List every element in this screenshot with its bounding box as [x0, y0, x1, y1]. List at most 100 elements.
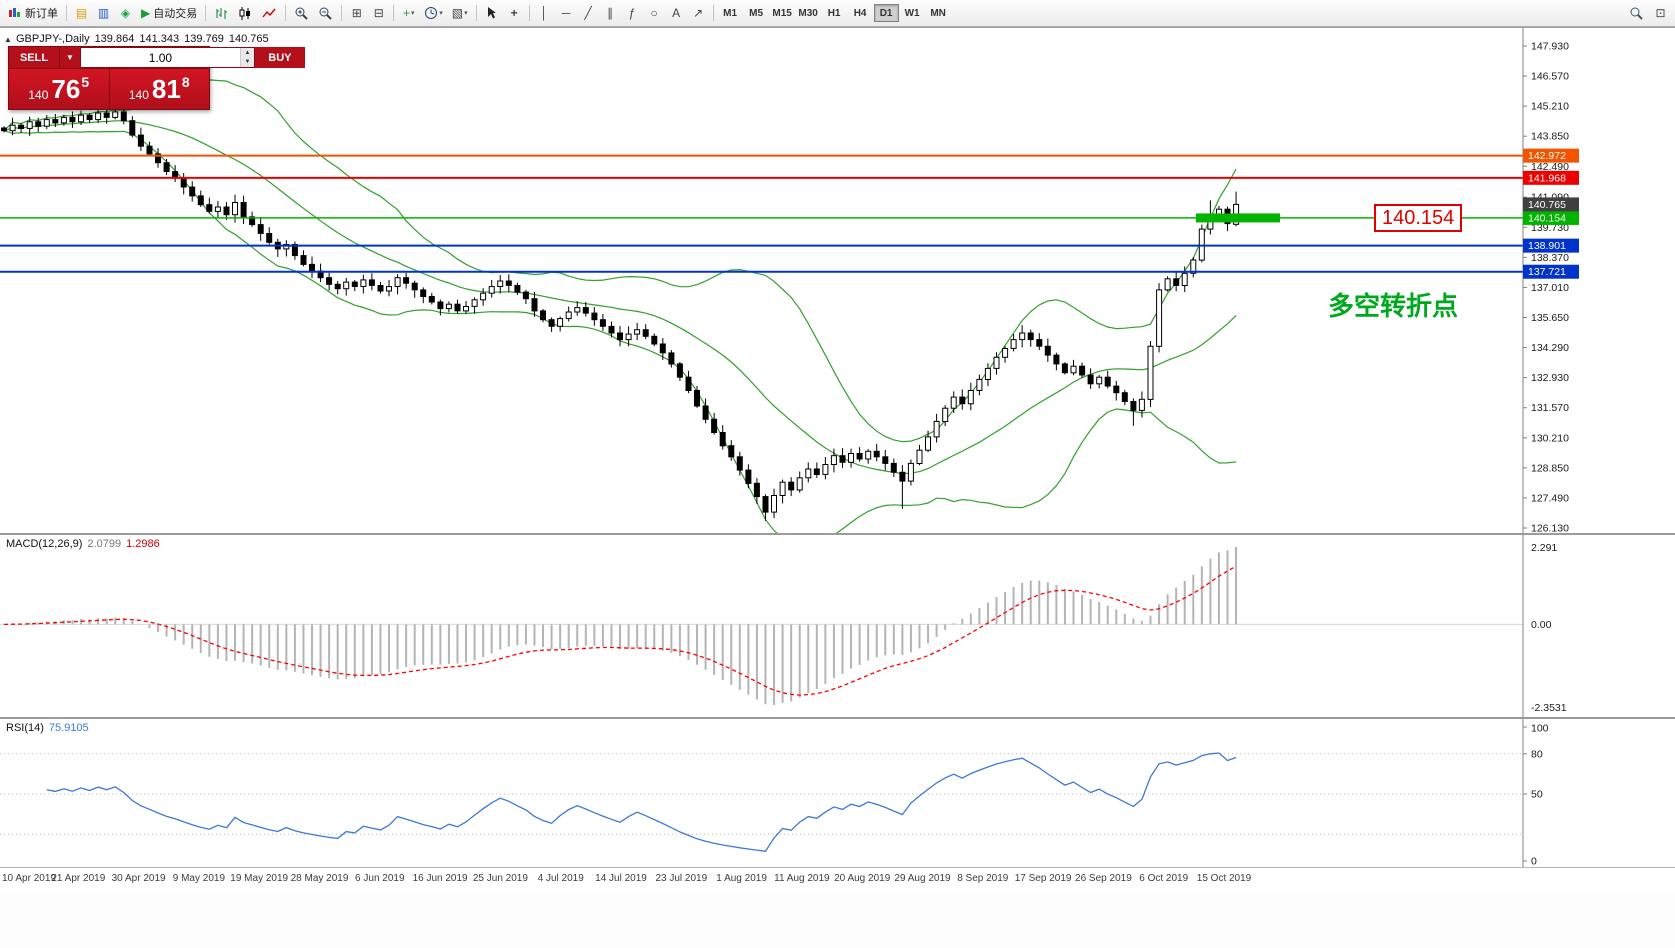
svg-text:142.490: 142.490 [1531, 161, 1569, 173]
timeframe-d1[interactable]: D1 [873, 4, 899, 22]
new-order-icon [9, 8, 20, 17]
date-label: 19 May 2019 [230, 873, 289, 884]
order-type-dropdown[interactable]: ▼ [59, 47, 80, 68]
macd-name: MACD(12,26,9) [6, 538, 83, 550]
sell-price-button[interactable]: 140 76 5 [9, 69, 109, 109]
date-label: 8 Sep 2019 [957, 873, 1009, 884]
navigator-button[interactable]: ◈ [115, 3, 136, 23]
trade-panel-divider [108, 69, 110, 109]
line-chart-icon [262, 8, 276, 17]
svg-text:126.130: 126.130 [1531, 522, 1569, 533]
svg-text:134.290: 134.290 [1531, 342, 1569, 354]
price-level-callout[interactable]: 140.154 [1374, 204, 1463, 232]
timeframe-m1[interactable]: M1 [718, 4, 743, 22]
timeframe-group: M1 M5 M15 M30 H1 H4 D1 W1 MN [718, 4, 951, 22]
arrows-button[interactable]: ↗ [688, 3, 709, 23]
volume-field: ▲ ▼ [79, 47, 255, 68]
high-value: 141.343 [139, 33, 180, 45]
time-axis[interactable]: 10 Apr 2019 21 Apr 2019 30 Apr 2019 9 May 2… [0, 867, 1675, 890]
date-label: 25 Jun 2019 [472, 873, 528, 884]
main-toolbar: 新订单 ▤ ▥ ◈ ▶ 自动交易 ⊞ ⊟ + ▾ ▾ ▧ ▾ + │ ─ ╱ ∥ ƒ… [0, 0, 1675, 27]
candlestick-chart-button[interactable] [234, 3, 257, 23]
date-label: 23 Jul 2019 [655, 873, 708, 884]
macd-canvas[interactable]: 2.291 0.00 -2.3531 [0, 535, 1675, 717]
toolbar-separator [712, 5, 714, 21]
shapes-button[interactable]: ○ [644, 3, 665, 23]
one-click-panel-toggle[interactable]: ▲ [4, 35, 12, 44]
horizontal-line-button[interactable]: ─ [556, 3, 577, 23]
rsi-canvas[interactable]: 100 80 50 0 [0, 719, 1675, 867]
sell-button[interactable]: SELL [9, 47, 59, 68]
svg-text:130.210: 130.210 [1531, 432, 1569, 444]
buy-price-point: 8 [181, 74, 190, 90]
market-watch-button[interactable]: ▤ [71, 3, 92, 23]
buy-price-button[interactable]: 140 81 8 [109, 69, 209, 109]
timeframe-m15[interactable]: M15 [770, 4, 795, 22]
svg-text:128.850: 128.850 [1531, 462, 1569, 474]
vertical-line-button[interactable]: │ [534, 3, 555, 23]
trade-panel-prices: 140 76 5 140 81 8 [9, 68, 209, 109]
svg-text:142.972: 142.972 [1528, 150, 1566, 162]
channel-button[interactable]: ∥ [600, 3, 621, 23]
new-order-button[interactable]: 新订单 [4, 3, 62, 23]
vertical-line-icon: │ [540, 6, 548, 20]
timeframe-h1[interactable]: H1 [822, 4, 847, 22]
new-window-button[interactable]: ⊡ [1650, 3, 1671, 23]
chevron-down-icon: ▾ [464, 10, 468, 17]
sell-price-figure: 140 [28, 88, 49, 102]
zoom-in-button[interactable] [290, 3, 313, 23]
periods-icon [425, 7, 438, 19]
svg-text:135.650: 135.650 [1531, 312, 1569, 324]
toolbar-separator [393, 5, 395, 21]
panel-splitter[interactable] [0, 717, 1675, 719]
timeframe-m5[interactable]: M5 [744, 4, 769, 22]
templates-button[interactable]: ▧ ▾ [448, 3, 472, 23]
fibonacci-button[interactable]: ƒ [622, 3, 643, 23]
bar-chart-icon [216, 7, 228, 19]
svg-text:138.370: 138.370 [1531, 252, 1569, 264]
cursor-button[interactable] [481, 3, 503, 23]
timeframe-m30[interactable]: M30 [796, 4, 821, 22]
volume-input[interactable] [80, 48, 240, 67]
chevron-down-icon: ▾ [439, 10, 443, 17]
timeframe-h4[interactable]: H4 [848, 4, 873, 22]
cascade-windows-button[interactable]: ⊟ [368, 3, 389, 23]
buy-button[interactable]: BUY [254, 47, 305, 68]
data-window-button[interactable]: ▥ [93, 3, 114, 23]
search-button[interactable] [1625, 3, 1648, 23]
macd-panel: 2.291 0.00 -2.3531 MACD(12,26,9) 2.0799 1.… [0, 535, 1675, 717]
volume-up-button[interactable]: ▲ [240, 48, 254, 58]
text-button[interactable]: A [666, 3, 687, 23]
date-label: 20 Aug 2019 [834, 873, 891, 884]
crosshair-button[interactable]: + [504, 3, 525, 23]
navigator-icon: ◈ [120, 6, 131, 20]
symbol-period-label: GBPJPY-,Daily [16, 33, 90, 45]
trendline-button[interactable]: ╱ [578, 3, 599, 23]
price-chart-panel: 147.930146.570145.210143.850142.490141.0… [0, 27, 1675, 533]
date-label: 30 Apr 2019 [111, 873, 166, 884]
main-chart-canvas[interactable]: 147.930146.570145.210143.850142.490141.0… [0, 28, 1675, 533]
tile-windows-button[interactable]: ⊞ [346, 3, 367, 23]
trade-panel-top-row: SELL ▼ ▲ ▼ BUY [9, 47, 305, 68]
autotrading-button[interactable]: ▶ 自动交易 [137, 3, 201, 23]
chart-text-annotation[interactable]: 多空转折点 [1328, 291, 1459, 321]
chart-ohlc-header: GBPJPY-,Daily 139.864 141.343 139.769 14… [16, 33, 269, 45]
candlestick-chart-icon [239, 6, 251, 20]
indicators-button[interactable]: + ▾ [398, 3, 419, 23]
svg-text:143.850: 143.850 [1531, 131, 1569, 143]
svg-text:140.765: 140.765 [1528, 199, 1566, 211]
bottom-filler [0, 890, 1675, 948]
timeframe-w1[interactable]: W1 [900, 4, 925, 22]
periods-button[interactable]: ▾ [420, 3, 447, 23]
volume-down-button[interactable]: ▼ [240, 57, 254, 67]
line-chart-button[interactable] [258, 3, 281, 23]
zoom-out-button[interactable] [314, 3, 337, 23]
zoom-out-icon [319, 7, 332, 20]
channel-icon: ∥ [607, 6, 614, 20]
panel-splitter[interactable] [0, 533, 1675, 535]
bar-chart-button[interactable] [210, 3, 233, 23]
text-icon: A [672, 6, 681, 20]
timeframe-mn[interactable]: MN [926, 4, 951, 22]
rsi-value: 75.9105 [48, 722, 89, 734]
